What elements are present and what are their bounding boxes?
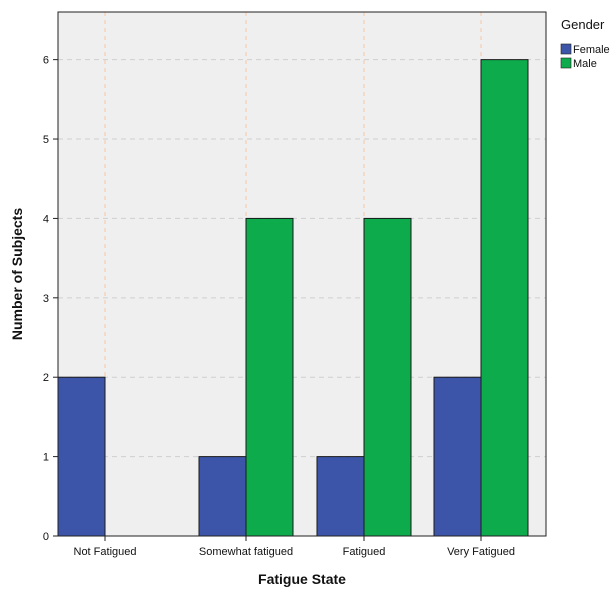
y-tick-label: 3 <box>43 293 49 305</box>
y-tick-label: 1 <box>43 452 49 464</box>
x-tick-label: Very Fatigued <box>447 546 515 558</box>
plot-frame <box>57 11 547 537</box>
bar-female <box>198 456 247 537</box>
y-tick-label: 4 <box>43 213 49 225</box>
x-axis-ticks: Not Fatigued Somewhat fatigued Fatigued Ver… <box>74 536 515 558</box>
legend-label-female: Female <box>573 44 610 56</box>
horizontal-gridlines <box>58 59 546 458</box>
x-tick-label: Fatigued <box>343 546 386 558</box>
bar-male <box>363 217 412 537</box>
y-tick-label: 6 <box>43 55 49 67</box>
legend: Gender Female Male <box>560 17 610 70</box>
y-tick-label: 5 <box>43 134 49 146</box>
x-axis-title: Fatigue State <box>258 571 346 587</box>
bar-female <box>316 456 365 537</box>
legend-title: Gender <box>561 17 605 32</box>
bar-male <box>480 59 529 537</box>
y-axis-ticks: 0 1 2 3 4 5 6 <box>43 55 58 543</box>
x-tick-label: Not Fatigued <box>74 546 137 558</box>
legend-swatch-male <box>560 57 572 69</box>
x-tick-label: Somewhat fatigued <box>199 546 293 558</box>
y-tick-label: 2 <box>43 372 49 384</box>
bar-female <box>433 376 482 537</box>
legend-label-male: Male <box>573 58 597 70</box>
legend-swatch-female <box>560 43 572 55</box>
bar-female <box>57 376 106 537</box>
bars <box>57 59 529 537</box>
bar-male <box>245 217 294 537</box>
y-tick-label: 0 <box>43 531 49 543</box>
y-axis-title: Number of Subjects <box>9 208 25 340</box>
